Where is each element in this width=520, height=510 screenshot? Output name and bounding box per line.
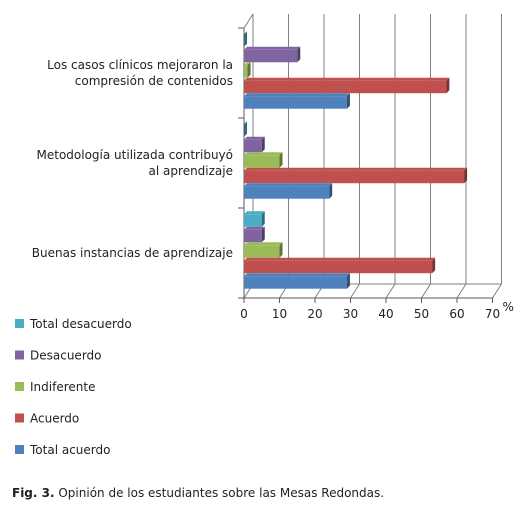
legend-swatch	[15, 382, 24, 391]
bar-front-face	[244, 214, 262, 227]
bar-front-face	[244, 186, 330, 199]
bar	[244, 152, 283, 168]
x-tick-label: 0	[240, 307, 248, 321]
bar	[244, 273, 350, 289]
bar	[244, 46, 301, 63]
bar-front-face	[244, 229, 262, 243]
gridline-floor	[456, 283, 467, 299]
legend-swatch	[15, 413, 24, 423]
chart-legend: Total desacuerdo Desacuerdo Indiferente Acu…	[15, 317, 132, 457]
bar	[244, 211, 265, 227]
bar-front-face	[244, 155, 280, 168]
figure-caption-prefix: Fig. 3.	[12, 486, 55, 500]
bar	[244, 93, 350, 109]
bar-end-face	[261, 226, 265, 243]
bar-end-face	[279, 242, 283, 258]
bar	[244, 183, 333, 199]
legend-label: Indiferente	[30, 380, 95, 394]
legend-swatch	[15, 445, 24, 454]
bar-front-face	[244, 245, 280, 258]
bar-end-face	[346, 93, 350, 109]
bar-top-face	[244, 273, 350, 277]
bar	[244, 226, 265, 243]
bar	[244, 77, 450, 94]
bar-front-face	[244, 80, 447, 94]
unit-label: %	[503, 300, 514, 314]
bar	[244, 257, 436, 274]
bar	[244, 242, 283, 258]
bar-front-face	[244, 170, 465, 184]
bar-top-face	[244, 93, 350, 97]
bar-top-face	[244, 211, 265, 215]
bar-end-face	[297, 46, 301, 63]
gridline-floor	[350, 283, 360, 299]
x-tick-label: 60	[449, 307, 464, 321]
gridline-floor	[492, 283, 502, 299]
bar-end-face	[329, 183, 333, 199]
x-tick-label: 10	[272, 307, 287, 321]
bar-end-face	[247, 62, 251, 78]
legend-swatch	[15, 350, 24, 360]
figure-caption-text: Opinión de los estudiantes sobre las Mes…	[54, 486, 385, 500]
bar-front-face	[244, 49, 298, 63]
bar-top-face	[244, 77, 450, 81]
bar-top-face	[244, 152, 283, 156]
category-label: Buenas instancias de aprendizaje	[32, 246, 233, 260]
bar-top-face	[244, 62, 251, 66]
bar-end-face	[244, 31, 247, 47]
bar-end-face	[432, 257, 436, 274]
bar-chart: 0 10 20 30 40 50 60 70 % Los casos clínicos mejor…	[15, 13, 514, 457]
bar-end-face	[464, 167, 468, 184]
chart-bars	[244, 31, 468, 289]
wall-top-edge	[243, 13, 254, 29]
figure-caption: Fig. 3. Opinión de los estudiantes sobre…	[12, 486, 384, 500]
x-tick-label: 50	[414, 307, 429, 321]
bar	[244, 31, 247, 47]
bar-front-face	[244, 260, 433, 274]
bar	[244, 62, 251, 78]
x-tick-label: 30	[343, 307, 358, 321]
gridline-floor	[421, 283, 431, 299]
bar-top-face	[244, 226, 265, 230]
category-label: Metodología utilizada contribuyó	[37, 148, 233, 162]
bar-top-face	[244, 167, 468, 171]
category-label: al aprendizaje	[149, 164, 233, 178]
legend-label: Acuerdo	[30, 412, 79, 426]
legend-label: Total desacuerdo	[29, 317, 132, 331]
x-tick-label: 20	[307, 307, 322, 321]
gridline-floor	[385, 283, 396, 299]
bar	[244, 121, 247, 137]
chart-labels: 0 10 20 30 40 50 60 70 % Los casos clínicos mejor…	[32, 58, 514, 321]
bar-end-face	[261, 136, 265, 153]
bar-top-face	[244, 242, 283, 246]
bar-front-face	[244, 139, 262, 153]
bar-front-face	[244, 276, 347, 289]
bar-end-face	[279, 152, 283, 168]
x-tick-label: 40	[378, 307, 393, 321]
legend-label: Desacuerdo	[30, 349, 102, 363]
category-label: Los casos clínicos mejoraron la	[47, 58, 233, 72]
bar-front-face	[244, 65, 248, 78]
bar	[244, 167, 468, 184]
bar-end-face	[244, 121, 247, 137]
bar-top-face	[244, 136, 265, 140]
bar-end-face	[261, 211, 265, 227]
bar-top-face	[244, 183, 333, 187]
legend-label: Total acuerdo	[29, 443, 110, 457]
bar-front-face	[244, 96, 347, 109]
bar	[244, 136, 265, 153]
bar-top-face	[244, 257, 436, 261]
bar-top-face	[244, 46, 301, 50]
bar-end-face	[346, 273, 350, 289]
bar-end-face	[446, 77, 450, 94]
category-label: compresión de contenidos	[75, 74, 233, 88]
x-tick-label: 70	[485, 307, 500, 321]
legend-swatch	[15, 319, 24, 328]
